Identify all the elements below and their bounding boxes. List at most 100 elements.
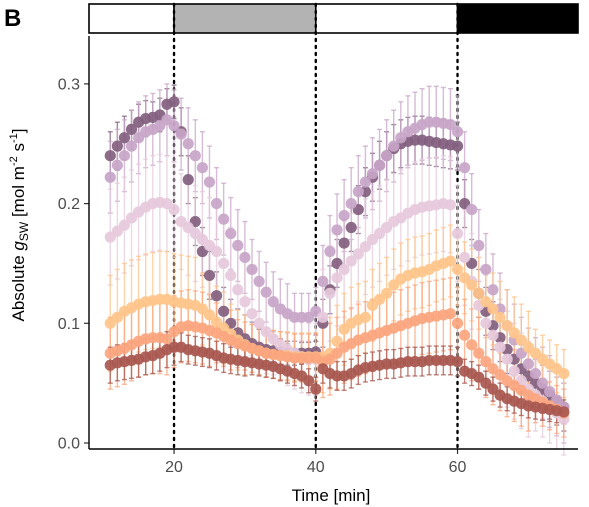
data-point xyxy=(338,237,350,249)
data-point xyxy=(118,132,131,144)
data-point xyxy=(196,162,208,174)
y-tick-label: 0.3 xyxy=(58,76,80,93)
data-point xyxy=(451,140,464,152)
data-point xyxy=(218,257,230,270)
data-point xyxy=(338,263,350,276)
data-point xyxy=(111,140,123,152)
data-point xyxy=(168,203,180,216)
data-point xyxy=(253,275,265,288)
data-point xyxy=(111,159,123,171)
data-point xyxy=(161,333,173,345)
data-point xyxy=(558,406,570,418)
data-point xyxy=(338,209,350,222)
data-point xyxy=(210,197,223,210)
y-axis-title-units: ] xyxy=(9,129,28,134)
data-point xyxy=(345,255,357,267)
y-tick-label: 0.0 xyxy=(58,436,80,453)
data-point xyxy=(487,329,499,341)
data-point xyxy=(210,245,223,258)
data-point xyxy=(182,138,194,150)
data-point xyxy=(451,356,464,368)
data-point xyxy=(381,287,393,299)
data-point xyxy=(494,311,506,323)
data-point xyxy=(352,186,364,198)
data-point xyxy=(459,272,471,284)
data-point xyxy=(388,140,400,152)
y-tick-label: 0.1 xyxy=(58,316,80,333)
data-point xyxy=(168,96,180,108)
data-point xyxy=(480,356,492,368)
data-point xyxy=(444,199,457,211)
data-point xyxy=(451,126,464,138)
data-point xyxy=(508,327,520,339)
data-point xyxy=(459,251,471,264)
y-axis-title: Absolute gSW [mol m-2 s-1] xyxy=(8,129,31,322)
data-point xyxy=(345,221,357,234)
x-tick-label: 60 xyxy=(449,459,467,476)
data-point xyxy=(239,251,251,264)
y-axis-title-prefix: Absolute xyxy=(9,251,28,322)
y-tick-label: 0.2 xyxy=(58,196,80,213)
data-point xyxy=(459,162,471,174)
data-point xyxy=(352,248,364,260)
y-axis-title-subscript: SW xyxy=(17,221,31,241)
data-point xyxy=(331,224,343,236)
data-points xyxy=(104,96,570,425)
data-point xyxy=(267,296,279,308)
data-point xyxy=(218,213,230,225)
data-point xyxy=(466,339,478,351)
data-point xyxy=(345,197,357,210)
data-point xyxy=(175,128,187,140)
data-point xyxy=(451,263,464,276)
data-point xyxy=(182,174,194,186)
data-point xyxy=(515,334,527,346)
y-axis-title-variable: g xyxy=(9,241,28,251)
data-point xyxy=(359,311,371,323)
data-point xyxy=(501,353,513,365)
data-point xyxy=(359,176,371,188)
x-tick-label: 20 xyxy=(165,459,183,476)
data-point xyxy=(466,279,478,291)
data-point xyxy=(246,263,258,276)
data-point xyxy=(381,150,393,162)
y-axis-ticks: 0.0 0.1 0.2 0.3 xyxy=(58,76,89,453)
data-point xyxy=(487,303,499,315)
data-point xyxy=(529,367,542,380)
data-point xyxy=(239,296,251,308)
data-point xyxy=(487,284,499,296)
data-point xyxy=(225,227,237,240)
data-point xyxy=(451,317,464,329)
data-point xyxy=(125,123,138,135)
x-axis-title: Time [min] xyxy=(292,486,371,505)
x-axis-ticks: 20 40 60 xyxy=(165,449,467,476)
data-point xyxy=(303,375,315,387)
data-point xyxy=(317,275,329,288)
data-point xyxy=(260,286,272,298)
data-point xyxy=(544,385,556,398)
data-point xyxy=(444,118,457,131)
data-point xyxy=(203,176,216,188)
data-point xyxy=(104,150,116,162)
data-point xyxy=(466,203,478,216)
data-point xyxy=(218,305,230,317)
data-point xyxy=(168,120,180,132)
data-point xyxy=(480,263,492,276)
data-point xyxy=(473,287,485,299)
data-point xyxy=(189,150,201,162)
data-point xyxy=(473,239,485,252)
data-point xyxy=(253,317,265,329)
data-point xyxy=(522,358,534,370)
data-point xyxy=(444,255,457,267)
data-point xyxy=(536,377,549,389)
data-point xyxy=(203,309,216,321)
data-point xyxy=(451,227,464,240)
data-point xyxy=(104,171,116,183)
data-point xyxy=(246,308,258,320)
data-point xyxy=(331,272,343,284)
data-point xyxy=(203,269,216,282)
data-point xyxy=(480,296,492,308)
data-point xyxy=(459,329,471,341)
data-point xyxy=(558,367,570,380)
data-point xyxy=(366,168,379,180)
data-point xyxy=(324,287,336,299)
